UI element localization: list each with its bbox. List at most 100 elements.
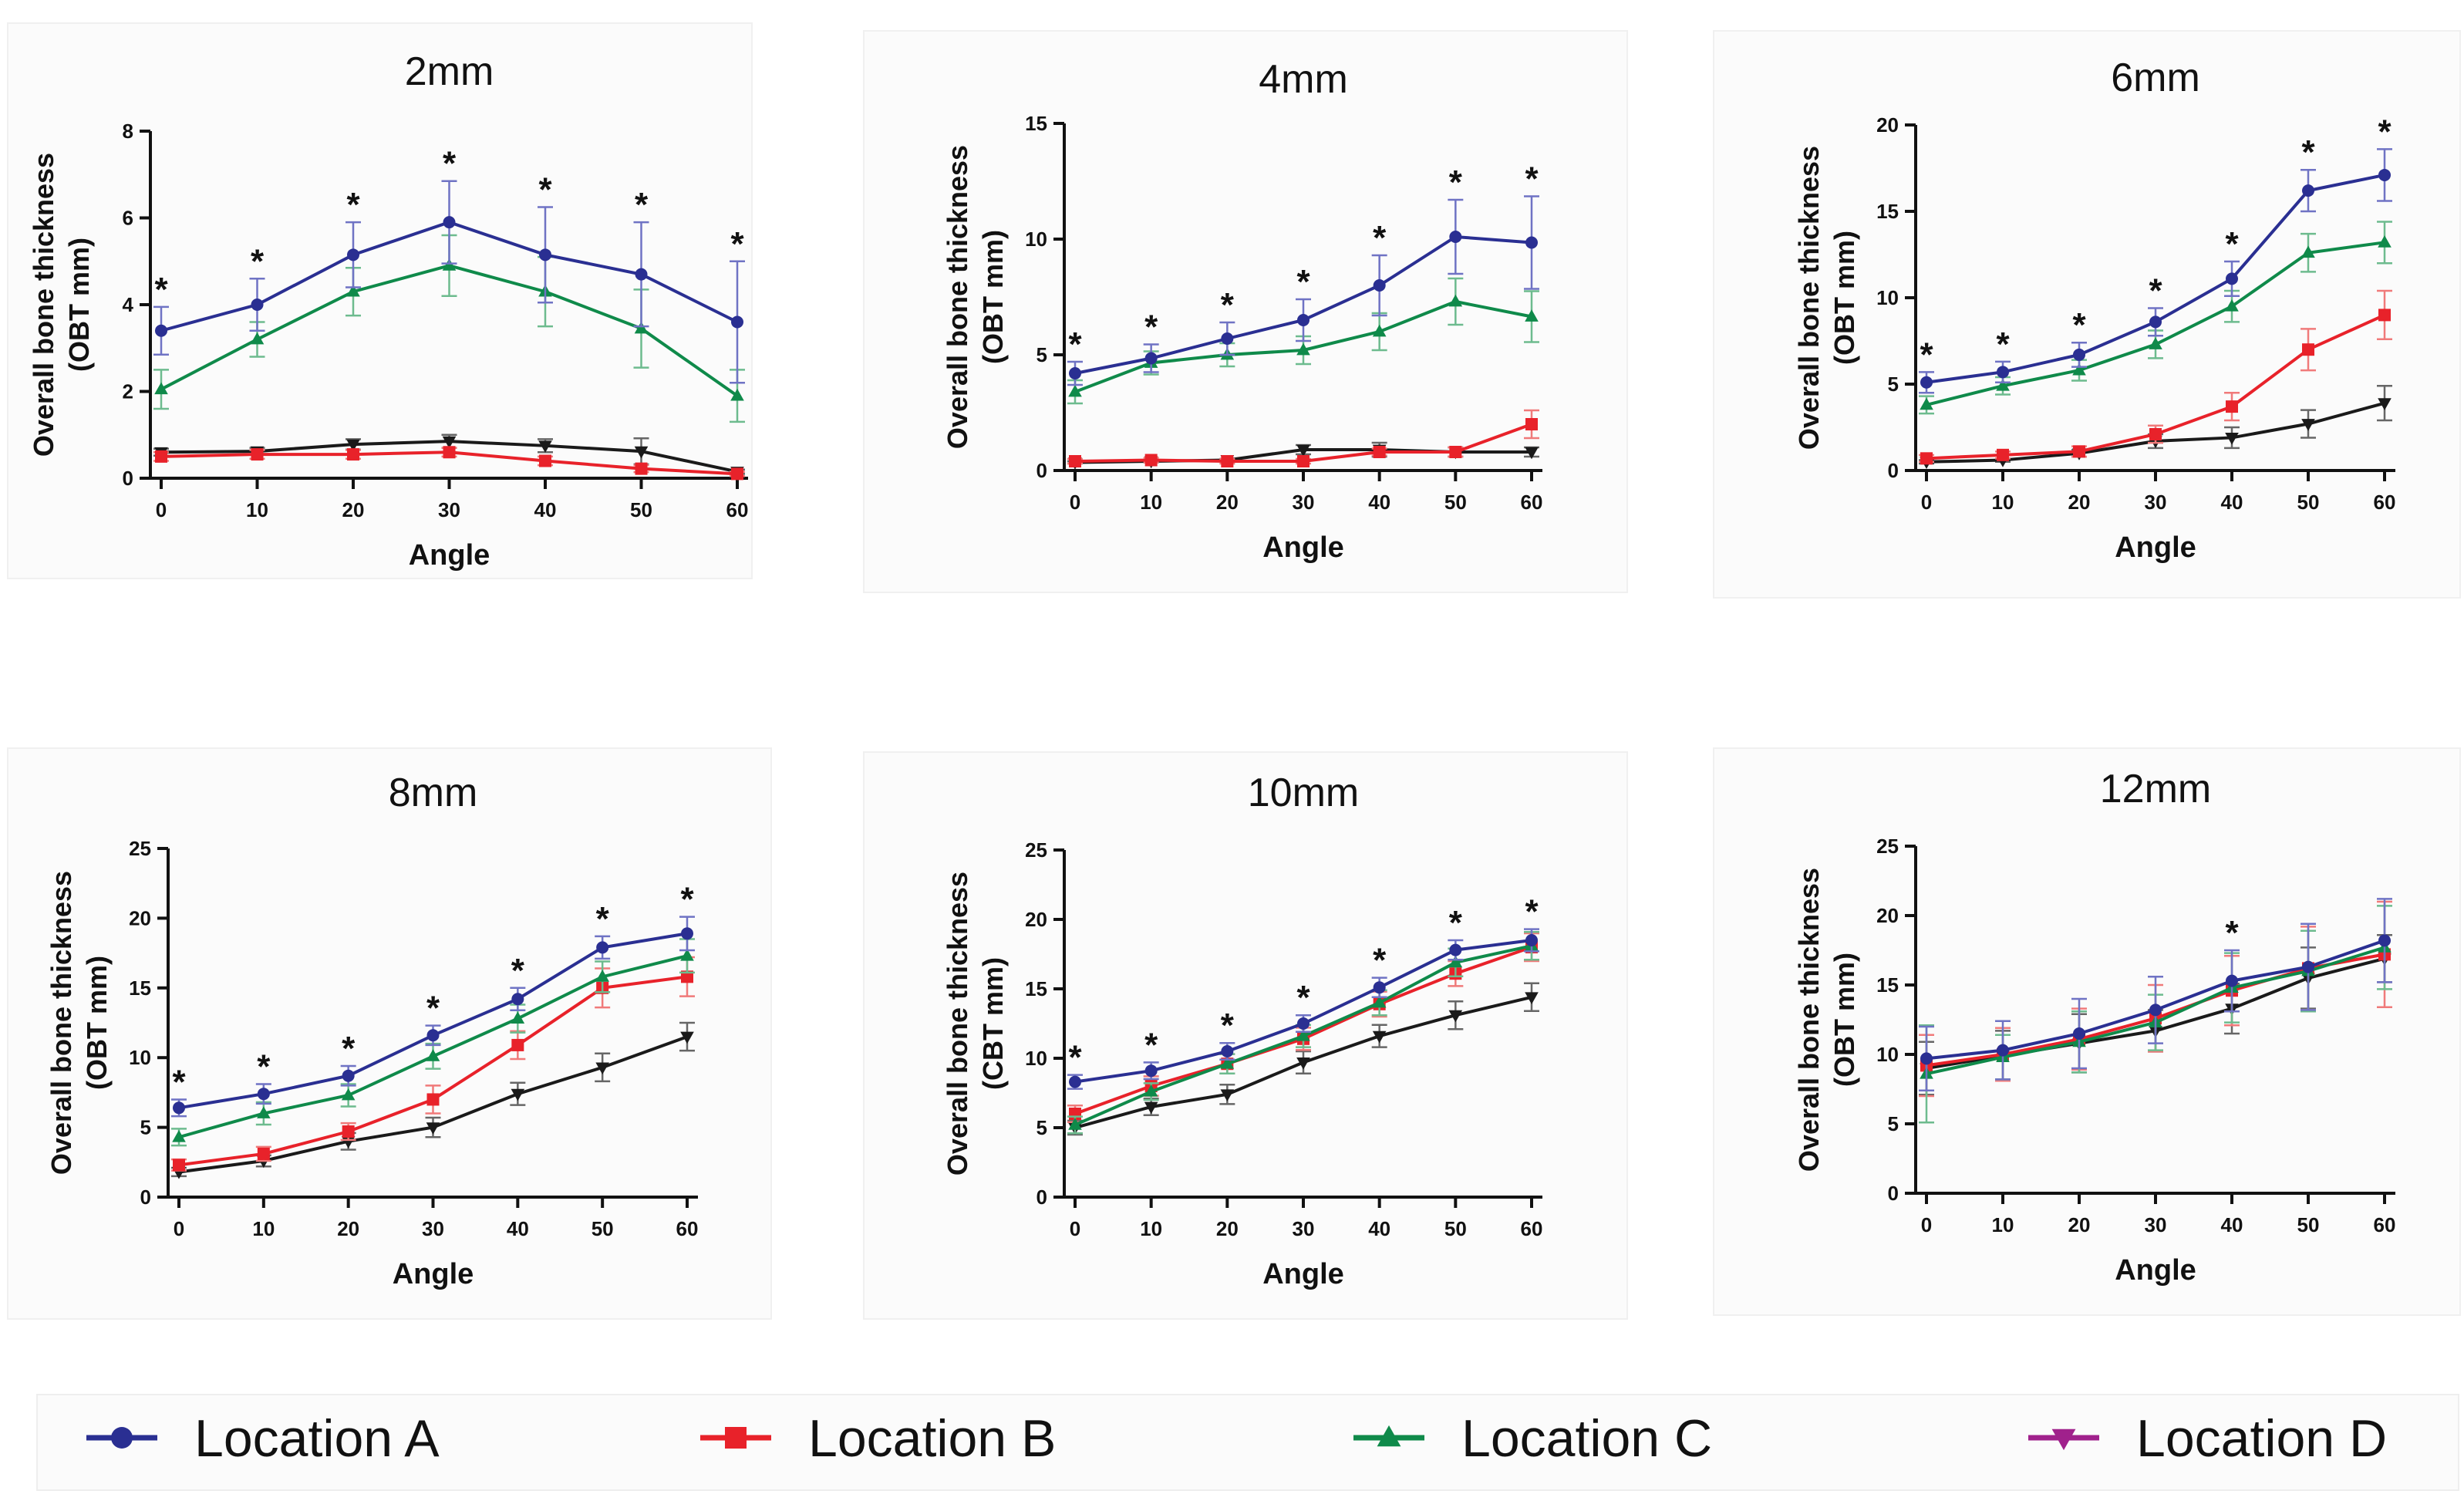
data-point (347, 248, 359, 261)
data-point (443, 216, 456, 229)
significance-star: * (2225, 225, 2239, 263)
data-point (680, 1031, 694, 1044)
x-tick-label: 0 (156, 498, 167, 521)
y-tick-label: 0 (1036, 1186, 1047, 1209)
data-point (1525, 418, 1538, 430)
legend: Location A Location B Location C Location D (36, 1394, 2459, 1491)
x-tick-label: 60 (1521, 491, 1543, 514)
y-tick-label: 25 (1876, 835, 1899, 858)
data-point (1144, 1084, 1158, 1097)
data-point (634, 321, 649, 334)
significance-star: * (596, 900, 610, 938)
significance-star: * (1525, 893, 1539, 931)
data-point (1448, 955, 1463, 968)
data-point (680, 949, 694, 961)
data-point (172, 1130, 186, 1142)
data-point (2302, 960, 2314, 973)
data-point (1449, 231, 1462, 243)
panel-background (1713, 30, 2461, 599)
significance-star: * (2149, 272, 2162, 309)
data-point (1920, 397, 1933, 410)
y-tick-label: 10 (1025, 1047, 1047, 1070)
data-point (2073, 445, 2085, 458)
data-point (1920, 376, 1933, 389)
series-location-a (1067, 195, 1539, 386)
significance-star: * (680, 881, 694, 919)
panel-background (863, 751, 1628, 1320)
significance-star: * (1996, 325, 2010, 363)
significance-star: * (251, 242, 265, 280)
data-point (442, 258, 457, 271)
chart-panel-12mm: 12mm 0 5 10 15 20 25 0 10 20 30 40 50 60 Angle Overall … (1713, 747, 2461, 1316)
data-point (1449, 446, 1462, 458)
legend-background (36, 1394, 2459, 1491)
significance-star: * (1068, 325, 1082, 363)
chart-title: 10mm (1248, 771, 1359, 815)
y-tick-label: 20 (1876, 904, 1899, 927)
y-tick-label: 0 (140, 1186, 151, 1209)
series-location-c (153, 234, 745, 423)
x-tick-label: 60 (676, 1217, 699, 1240)
data-point (2226, 272, 2238, 285)
data-point (511, 1038, 524, 1051)
data-point (173, 1101, 185, 1115)
data-point (2226, 400, 2238, 413)
x-axis-label: Angle (2115, 1254, 2196, 1287)
significance-star: * (2072, 306, 2086, 344)
y-tick-label: 20 (1876, 113, 1899, 137)
x-tick-label: 40 (507, 1217, 529, 1240)
x-tick-label: 0 (1921, 491, 1932, 514)
x-tick-label: 40 (2221, 1213, 2243, 1236)
x-axis-label: Angle (409, 539, 490, 572)
significance-star: * (154, 271, 168, 309)
data-point (1373, 446, 1386, 458)
significance-star: * (1525, 160, 1539, 198)
legend-marker (111, 1427, 133, 1449)
series-location-c (171, 938, 695, 1147)
data-point (2378, 934, 2391, 947)
y-tick-label: 15 (1025, 112, 1047, 135)
x-tick-label: 40 (1368, 491, 1390, 514)
data-point (2149, 1003, 2162, 1017)
y-tick-label: 15 (1876, 973, 1899, 997)
significance-star: * (346, 186, 360, 224)
data-point (1525, 992, 1539, 1004)
significance-star: * (426, 990, 440, 1027)
y-tick-label: 25 (1025, 838, 1047, 862)
y-tick-label: 0 (1888, 459, 1899, 482)
y-tick-label: 5 (1888, 373, 1899, 396)
data-point (155, 324, 167, 337)
x-tick-label: 30 (438, 498, 460, 521)
data-point (596, 941, 609, 954)
chart-title: 6mm (2111, 56, 2200, 100)
series-location-a (153, 180, 745, 384)
x-tick-label: 60 (1521, 1217, 1543, 1240)
y-axis-label: Overall bone thickness (CBT mm) (942, 872, 1009, 1176)
data-point (2301, 245, 2315, 258)
x-tick-label: 40 (1368, 1217, 1390, 1240)
data-point (511, 993, 524, 1006)
series-location-a (1919, 898, 2392, 1092)
data-point (2378, 235, 2392, 248)
y-tick-label: 0 (1888, 1182, 1899, 1205)
series-location-b (1067, 409, 1539, 467)
significance-star: * (1144, 309, 1158, 346)
x-tick-label: 50 (1444, 491, 1467, 514)
x-tick-label: 50 (1444, 1217, 1467, 1240)
x-tick-label: 20 (342, 498, 365, 521)
y-axis-label: Overall bone thickness (OBT mm) (46, 871, 113, 1175)
data-point (1920, 1052, 1933, 1065)
data-point (1997, 366, 2009, 379)
data-point (1448, 1010, 1463, 1023)
data-point (1525, 236, 1538, 249)
data-point (257, 1106, 271, 1118)
data-point (1448, 294, 1463, 307)
x-tick-label: 0 (1070, 1217, 1080, 1240)
data-point (2378, 398, 2392, 410)
data-point (1221, 455, 1234, 467)
y-tick-label: 5 (1888, 1112, 1899, 1135)
x-tick-label: 20 (337, 1217, 359, 1240)
data-point (2378, 168, 2391, 181)
x-tick-label: 10 (1140, 491, 1162, 514)
y-tick-label: 20 (129, 906, 151, 929)
